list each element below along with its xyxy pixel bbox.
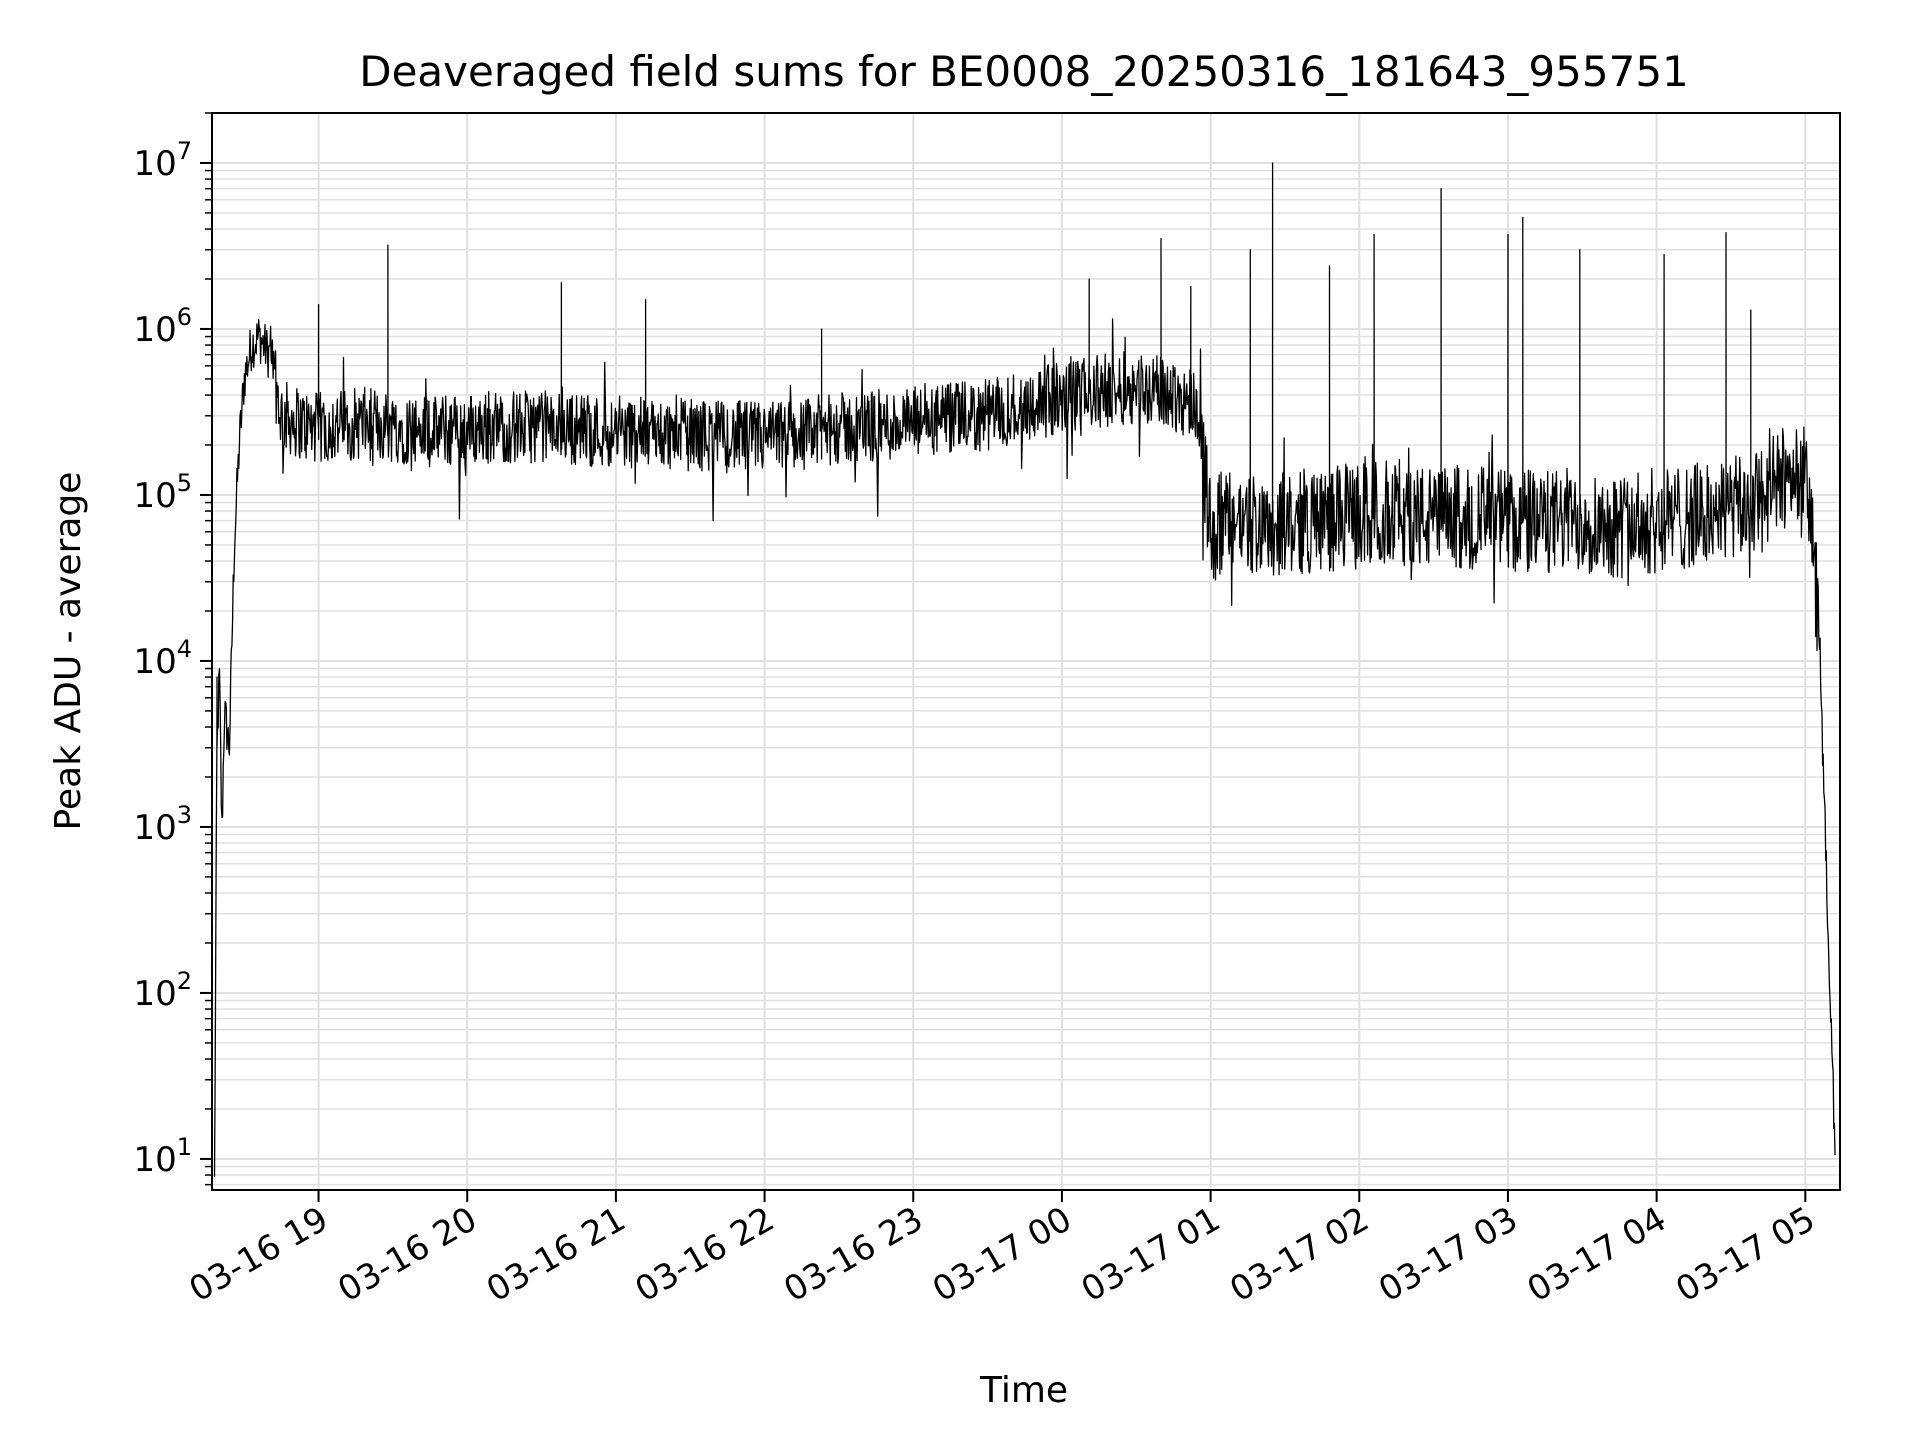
y-tick-label: 107	[133, 137, 192, 184]
y-axis-label: Peak ADU - average	[48, 472, 89, 831]
series-line	[213, 162, 1836, 1177]
plot-frame	[211, 112, 1841, 1191]
chart-title: Deaveraged field sums for BE0008_2025031…	[359, 47, 1689, 96]
y-ticks: 101 102 103 104 105 106 107	[133, 112, 212, 1186]
data-series	[213, 162, 1836, 1177]
y-tick-label: 105	[133, 469, 192, 516]
x-axis-label: Time	[979, 1370, 1068, 1411]
y-tick-label: 103	[133, 801, 192, 848]
y-tick-label: 101	[133, 1133, 192, 1180]
y-tick-label: 104	[133, 635, 192, 682]
y-tick-label: 106	[133, 303, 192, 350]
y-tick-label: 102	[133, 967, 192, 1014]
